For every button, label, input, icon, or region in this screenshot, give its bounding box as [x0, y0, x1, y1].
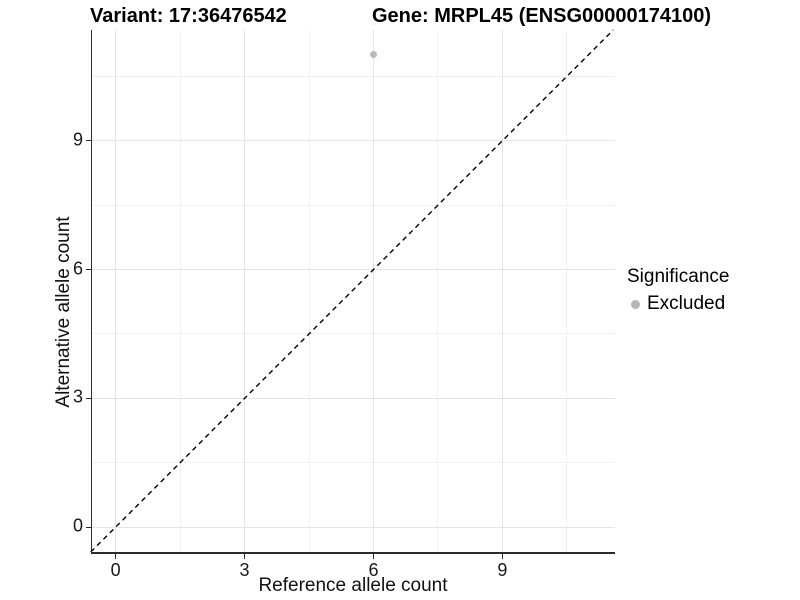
y-axis-tick-label: 6 [72, 257, 83, 278]
gridline-major-horizontal [92, 526, 615, 528]
y-axis-tick-label: 9 [72, 129, 83, 150]
gridline-major-horizontal [92, 269, 615, 271]
gridline-major-horizontal [92, 140, 615, 142]
x-axis-tick-label: 6 [368, 560, 379, 580]
excluded-point-swatch-icon [631, 299, 640, 309]
legend-title: Significance [627, 266, 730, 287]
gridline-major-vertical [501, 30, 503, 552]
x-axis-title: Reference allele count [258, 575, 448, 596]
gridline-minor-vertical [437, 30, 439, 552]
data-point [369, 51, 377, 59]
y-axis-tick [85, 397, 91, 399]
plot-panel: 0 3 6 9 0 3 6 9 [73, 29, 615, 580]
gridline-major-vertical [115, 30, 117, 552]
x-axis-tick-label: 0 [110, 560, 121, 580]
y-axis-tick [85, 269, 91, 271]
plot-title-gene: Gene: MRPL45 (ENSG00000174100) [372, 5, 712, 27]
y-axis-tick [85, 140, 91, 142]
legend-item-excluded: Excluded [627, 293, 729, 315]
legend-item-label: Excluded [647, 293, 726, 314]
y-axis-tick [85, 526, 91, 528]
x-axis-tick-label: 9 [497, 560, 508, 580]
x-axis-tick-label: 3 [239, 560, 250, 580]
y-axis-title: Alternative allele count [53, 216, 74, 408]
plot-title-variant: Variant: 17:36476542 [90, 5, 287, 27]
gridline-minor-vertical [566, 30, 568, 552]
x-axis-tick [115, 553, 117, 559]
gridline-minor-vertical [179, 30, 181, 552]
y-axis-line [90, 30, 92, 554]
y-axis-tick-label: 0 [72, 515, 83, 536]
gridline-major-horizontal [92, 397, 615, 399]
gridline-minor-horizontal [92, 75, 615, 77]
gridline-minor-vertical [308, 30, 310, 552]
gridline-minor-horizontal [92, 204, 615, 206]
y-axis-tick-label: 3 [72, 386, 83, 407]
gridline-major-vertical [372, 30, 374, 552]
identity-reference-line [90, 29, 614, 553]
gridline-major-vertical [244, 30, 246, 552]
legend: Significance Excluded [627, 266, 729, 315]
x-axis-tick [372, 553, 374, 559]
gridline-minor-horizontal [92, 333, 615, 335]
x-axis-tick [501, 553, 503, 559]
gridline-minor-horizontal [92, 462, 615, 464]
x-axis-line [90, 552, 615, 554]
x-axis-tick [244, 553, 246, 559]
